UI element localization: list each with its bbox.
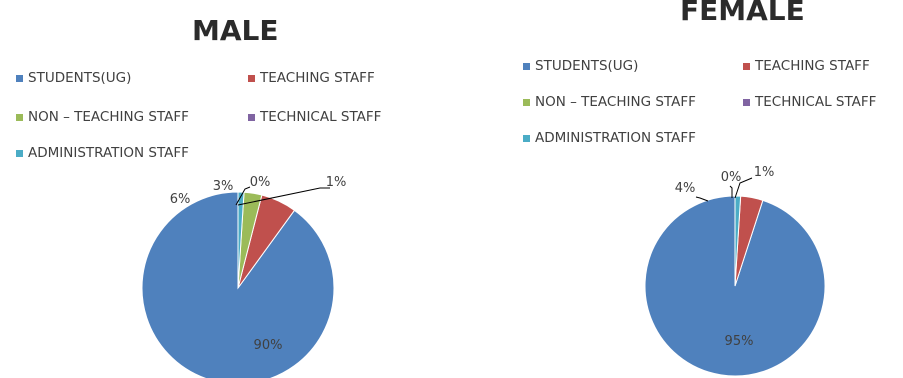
legend-item-teaching: TEACHING STAFF <box>248 70 375 86</box>
legend-swatch <box>523 62 530 70</box>
chart-title: MALE <box>192 14 279 47</box>
legend-label: STUDENTS(UG) <box>28 70 132 86</box>
leader-lines <box>235 186 330 206</box>
legend-swatch <box>523 134 530 142</box>
legend-label: NON – TEACHING STAFF <box>535 94 696 110</box>
female-chart: FEMALE STUDENTS(UG) TEACHING STAFF NON –… <box>450 0 903 378</box>
legend-label: ADMINISTRATION STAFF <box>535 130 696 146</box>
legend-label: TEACHING STAFF <box>755 58 870 74</box>
data-label-students: 90% <box>254 338 283 353</box>
legend-item-teaching: TEACHING STAFF <box>743 58 870 74</box>
data-labels: 90% 6% 3% 0% 1% <box>170 175 347 353</box>
data-label-students: 95% <box>725 334 754 349</box>
data-labels: 95% 4% 0% 1% <box>675 165 775 349</box>
pie-plot: 95% 4% 0% 1% <box>644 165 826 377</box>
legend-item-administration: ADMINISTRATION STAFF <box>16 145 189 161</box>
legend-item-non-teaching: NON – TEACHING STAFF <box>16 109 189 125</box>
legend-label: ADMINISTRATION STAFF <box>28 145 189 161</box>
data-label-technical: 0% <box>721 170 742 185</box>
legend-swatch <box>743 98 750 106</box>
data-label-teaching: 6% <box>170 192 191 207</box>
legend-item-students: STUDENTS(UG) <box>523 58 638 74</box>
legend-label: TECHNICAL STAFF <box>755 94 877 110</box>
legend-swatch <box>248 74 255 82</box>
leader-line-administration <box>734 177 753 199</box>
leader-line-technical <box>235 186 251 206</box>
data-label-administration: 1% <box>754 165 775 180</box>
leader-line-teaching <box>695 196 709 202</box>
male-chart: MALE STUDENTS(UG) TEACHING STAFF NON – T… <box>0 0 450 378</box>
pie-slice-administration <box>237 191 245 289</box>
pie-slice-administration <box>734 195 742 287</box>
legend-item-students: STUDENTS(UG) <box>16 70 131 86</box>
pie-slices <box>141 191 335 378</box>
legend-item-non-teaching: NON – TEACHING STAFF <box>523 94 696 110</box>
data-label-administration: 1% <box>326 175 347 190</box>
legend-label: NON – TEACHING STAFF <box>28 109 189 125</box>
legend-label: STUDENTS(UG) <box>535 58 639 74</box>
data-label-non-teaching: 3% <box>213 179 234 194</box>
legend-label: TECHNICAL STAFF <box>260 109 382 125</box>
leader-line-technical <box>729 185 733 198</box>
pie-slice-students <box>141 191 335 378</box>
pie-slices <box>644 195 826 377</box>
data-label-technical: 0% <box>250 175 271 190</box>
legend-swatch <box>16 149 23 157</box>
legend-swatch <box>16 113 23 121</box>
leader-lines <box>695 177 753 202</box>
chart-title: FEMALE <box>680 0 805 27</box>
legend-swatch <box>16 74 23 82</box>
legend-swatch <box>248 113 255 121</box>
legend-swatch <box>523 98 530 106</box>
legend-swatch <box>743 62 750 70</box>
data-label-teaching: 4% <box>675 181 696 196</box>
legend-label: TEACHING STAFF <box>260 70 375 86</box>
legend-item-technical: TECHNICAL STAFF <box>743 94 876 110</box>
pie-plot: 90% 6% 3% 0% 1% <box>141 175 347 378</box>
legend-item-technical: TECHNICAL STAFF <box>248 109 381 125</box>
legend-item-administration: ADMINISTRATION STAFF <box>523 130 696 146</box>
leader-line-administration <box>237 187 330 206</box>
